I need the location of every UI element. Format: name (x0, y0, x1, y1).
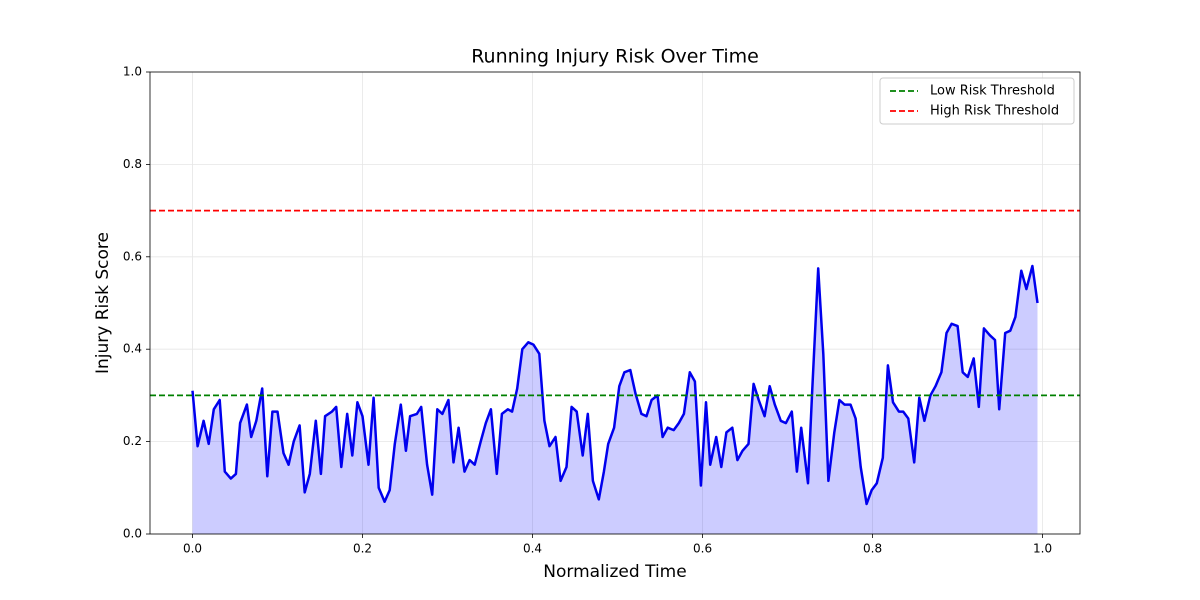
x-tick-label: 0.2 (353, 542, 372, 556)
y-tick-label: 0.6 (123, 249, 142, 263)
y-tick-label: 0.0 (123, 527, 142, 541)
x-tick-label: 0.8 (863, 542, 882, 556)
x-tick-label: 0.6 (693, 542, 712, 556)
line (191, 264, 1039, 506)
legend-label: High Risk Threshold (930, 104, 1059, 119)
y-tick-label: 0.4 (123, 342, 142, 356)
y-tick-label: 0.8 (123, 157, 142, 171)
area (192, 266, 1038, 534)
y-tick-label: 0.2 (123, 434, 142, 448)
x-axis-label: Normalized Time (543, 562, 686, 582)
x-tick-label: 0.4 (523, 542, 542, 556)
plot-frame (149, 71, 1081, 535)
y-tick-label: 1.0 (123, 65, 142, 79)
legend-label: Low Risk Threshold (930, 84, 1055, 99)
x-tick-label: 0.0 (183, 542, 202, 556)
y-axis-label: Injury Risk Score (93, 232, 113, 374)
x-tick-label: 1.0 (1033, 542, 1052, 556)
legend-box (879, 77, 1075, 125)
chart-title: Running Injury Risk Over Time (471, 46, 759, 68)
